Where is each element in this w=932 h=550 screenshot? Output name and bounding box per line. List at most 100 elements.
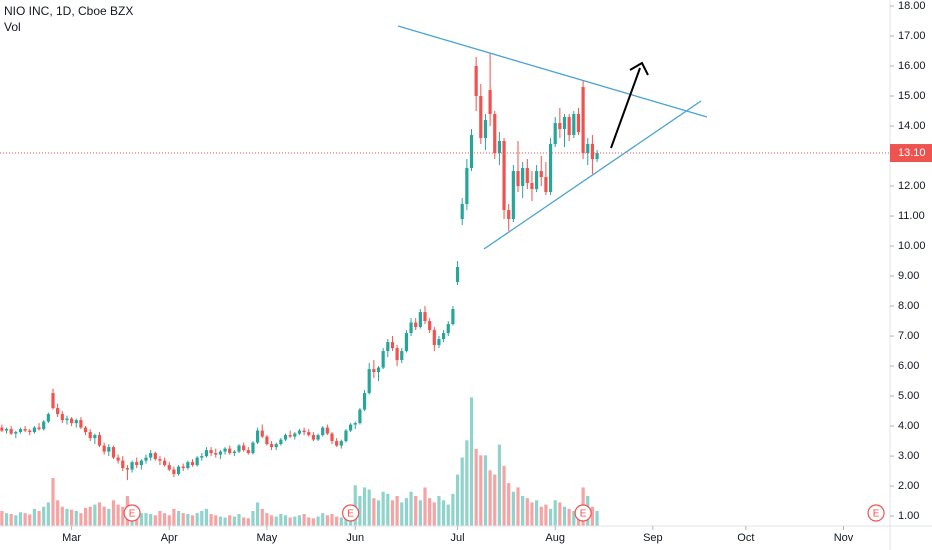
volume-bar [83, 508, 88, 526]
candle-body [302, 430, 306, 433]
arrow-shaft [610, 67, 641, 149]
y-tick-label: 11.00 [898, 210, 925, 222]
volume-bar [437, 496, 441, 526]
y-tick-label: 10.00 [898, 240, 926, 252]
trend-line-upper [397, 25, 708, 118]
candle-body [423, 312, 427, 322]
volume-bar [479, 455, 483, 526]
candle-body [562, 117, 567, 130]
volume-bar [316, 516, 320, 526]
volume-bar [502, 466, 506, 526]
volume-bar [474, 448, 478, 526]
candle-body [418, 312, 422, 328]
candle-body [590, 144, 595, 160]
candle-body [149, 453, 153, 458]
volume-bar [516, 487, 520, 526]
volume-bar [507, 483, 511, 526]
volume-bar [172, 508, 176, 526]
candle-body [553, 123, 557, 145]
arrow-head [629, 61, 649, 76]
volume-bar [144, 513, 148, 526]
volume-bar [228, 515, 232, 526]
candle-body [321, 427, 325, 436]
candle-body [525, 168, 529, 184]
candle-body [135, 462, 139, 466]
volume-bar [465, 440, 469, 526]
candle-body [367, 369, 371, 394]
volume-bar [414, 496, 418, 526]
y-tick-label: 1.00 [898, 510, 919, 522]
trend-line-lower [483, 100, 702, 250]
candle-body [576, 114, 581, 133]
volume-bar [214, 515, 218, 526]
volume-bar [446, 504, 450, 526]
volume-bar [65, 508, 69, 526]
candle-body [37, 427, 41, 430]
volume-bar [283, 515, 288, 526]
volume-bar [511, 491, 515, 526]
volume-bar [548, 508, 553, 526]
candle-body [386, 342, 390, 352]
volume-bar [167, 515, 171, 526]
candle-body [56, 408, 60, 415]
candle-body [218, 451, 223, 455]
volume-bar [400, 502, 404, 526]
candle-body [507, 210, 511, 220]
candle-body [548, 144, 553, 193]
volume-bar [493, 474, 497, 526]
volume-bar [590, 506, 595, 526]
candle-body [251, 442, 255, 454]
candle-body [51, 393, 55, 409]
candle-body [209, 450, 213, 454]
volume-bar [9, 514, 13, 526]
earnings-marker [123, 504, 141, 522]
candle-body [344, 430, 348, 442]
earnings-marker [574, 504, 592, 522]
volume-bar [418, 500, 422, 526]
candle-body [521, 168, 525, 187]
volume-bar [302, 514, 306, 526]
y-tick-label: 12.00 [898, 180, 926, 192]
candle-body [246, 450, 250, 454]
candle-body [97, 435, 102, 446]
candle-body [349, 424, 353, 431]
x-tick-label: May [257, 532, 278, 544]
candle-body [42, 421, 46, 430]
y-tick-label: 8.00 [898, 300, 919, 312]
volume-bar [60, 506, 64, 526]
volume-bar [562, 506, 567, 526]
candle-body [376, 367, 381, 373]
volume-bar [32, 508, 37, 526]
last-price-box [890, 144, 932, 163]
volume-bar [242, 517, 246, 526]
candle-body [116, 457, 120, 461]
candle-body [409, 322, 413, 334]
candle-body [297, 430, 302, 434]
volume-bar [176, 511, 181, 526]
candle-body [316, 435, 320, 440]
candle-body [395, 348, 399, 361]
volume-bar [311, 518, 316, 526]
candle-body [293, 433, 297, 437]
candle-body [121, 460, 125, 469]
volume-bar [381, 491, 385, 526]
volume-bar [428, 498, 432, 526]
y-tick-label: 3.00 [898, 450, 919, 462]
candle-body [274, 444, 278, 448]
volume-bar [497, 444, 502, 526]
volume-bar [246, 518, 250, 526]
volume-bar [158, 511, 162, 526]
candle-body [130, 462, 134, 470]
candle-body [493, 114, 497, 154]
candle-body [325, 427, 329, 434]
candle-body [330, 433, 334, 442]
x-tick-label: Sep [643, 532, 663, 544]
candle-body [172, 469, 176, 475]
candle-body [414, 322, 418, 328]
volume-bar [539, 506, 543, 526]
volume-bar [321, 513, 325, 526]
volume-bar [111, 500, 116, 526]
x-tick-label: Nov [834, 532, 854, 544]
candle-body [60, 414, 64, 421]
